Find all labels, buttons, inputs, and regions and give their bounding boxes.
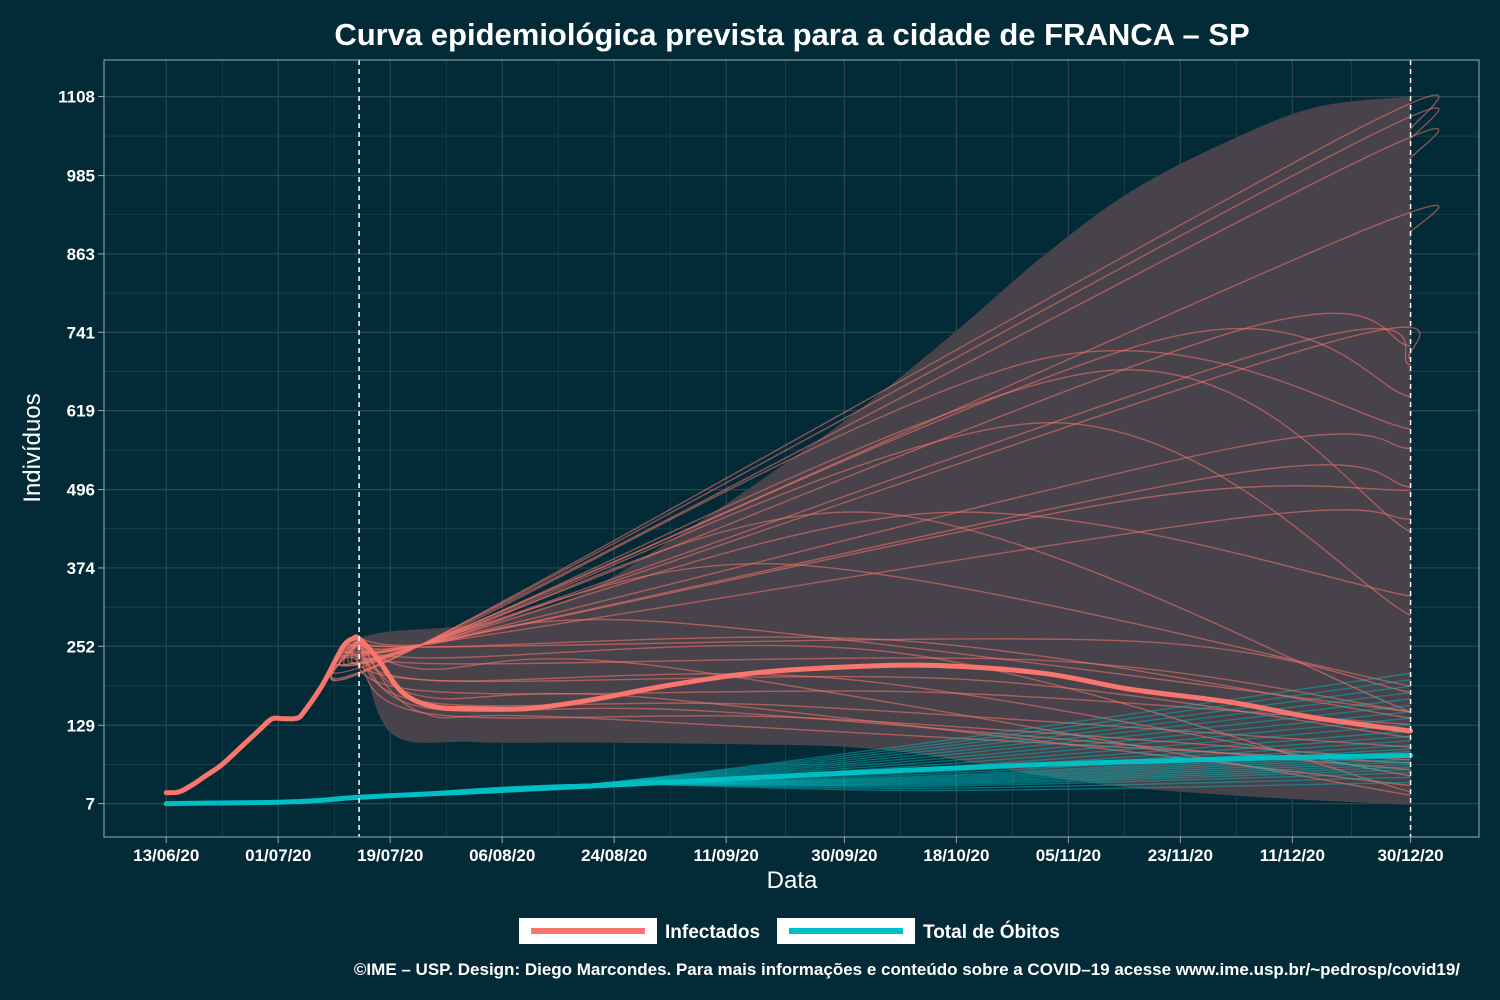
scenario-obitos-line [359,776,1411,798]
band-area [359,96,1411,805]
scenario-infectados-line [358,638,1411,764]
x-tick-label: 18/10/20 [923,846,989,865]
uncertainty-band [359,96,1411,805]
y-tick-label: 985 [67,167,95,186]
main-series [163,634,1414,807]
scenario-infectados-line [350,637,1411,713]
x-tick-label: 05/11/20 [1036,846,1101,865]
y-tick-label: 7 [86,795,95,814]
x-tick-label: 24/08/20 [581,846,647,865]
y-tick-label: 374 [67,559,96,578]
x-tick-label: 30/12/20 [1377,846,1443,865]
x-axis-ticks: 13/06/20 01/07/20 19/07/20 06/08/20 24/08/20… [133,837,1444,865]
scenario-infectados-line [358,562,1411,687]
scenario-infectados-line [350,422,1411,661]
scenario-obitos-line [359,768,1411,798]
x-tick-label: 06/08/20 [469,846,535,865]
caption: ©IME – USP. Design: Diego Marcondes. Par… [354,960,1460,979]
legend: Infectados Total de Óbitos [519,918,1060,944]
x-tick-label: 01/07/20 [245,846,311,865]
x-axis-title: Data [767,867,818,894]
y-tick-label: 496 [67,481,95,500]
y-tick-label: 619 [67,402,95,421]
y-axis-title: Indivíduos [19,393,46,502]
x-tick-label: 23/11/20 [1148,846,1213,865]
x-tick-label: 11/12/20 [1260,846,1325,865]
x-tick-label: 19/07/20 [357,846,423,865]
legend-label-obitos: Total de Óbitos [923,921,1060,943]
x-tick-label: 30/09/20 [811,846,877,865]
y-axis-ticks: 7 129 252 374 496 619 741 863 985 1108 [58,88,104,814]
y-tick-label: 252 [67,637,95,656]
scenario-infectados-line [358,511,1411,713]
series-obitos-line [163,752,1414,807]
infectados-scenarios [330,94,1440,796]
scenario-infectados-line [330,127,1440,680]
scenario-infectados-line [343,327,1411,667]
x-tick-label: 11/09/20 [694,846,759,865]
scenario-infectados-line [330,107,1440,681]
plot-frame [103,59,1480,838]
scenario-infectados-line [330,94,1440,682]
y-tick-label: 741 [67,323,95,342]
scenario-obitos-line [359,781,1411,798]
y-tick-label: 1108 [58,88,95,107]
y-tick-label: 863 [67,245,95,264]
scenario-obitos-line [359,772,1411,798]
scenario-infectados-line [330,204,1440,674]
scenario-infectados-line [358,638,1411,761]
forecast-markers [358,60,1412,837]
chart-title: Curva epidemiológica prevista para a cid… [334,17,1249,52]
y-tick-label: 129 [67,716,95,735]
legend-label-infectados: Infectados [665,922,760,943]
series-infectados-line [163,634,1414,796]
x-tick-label: 13/06/20 [133,846,199,865]
